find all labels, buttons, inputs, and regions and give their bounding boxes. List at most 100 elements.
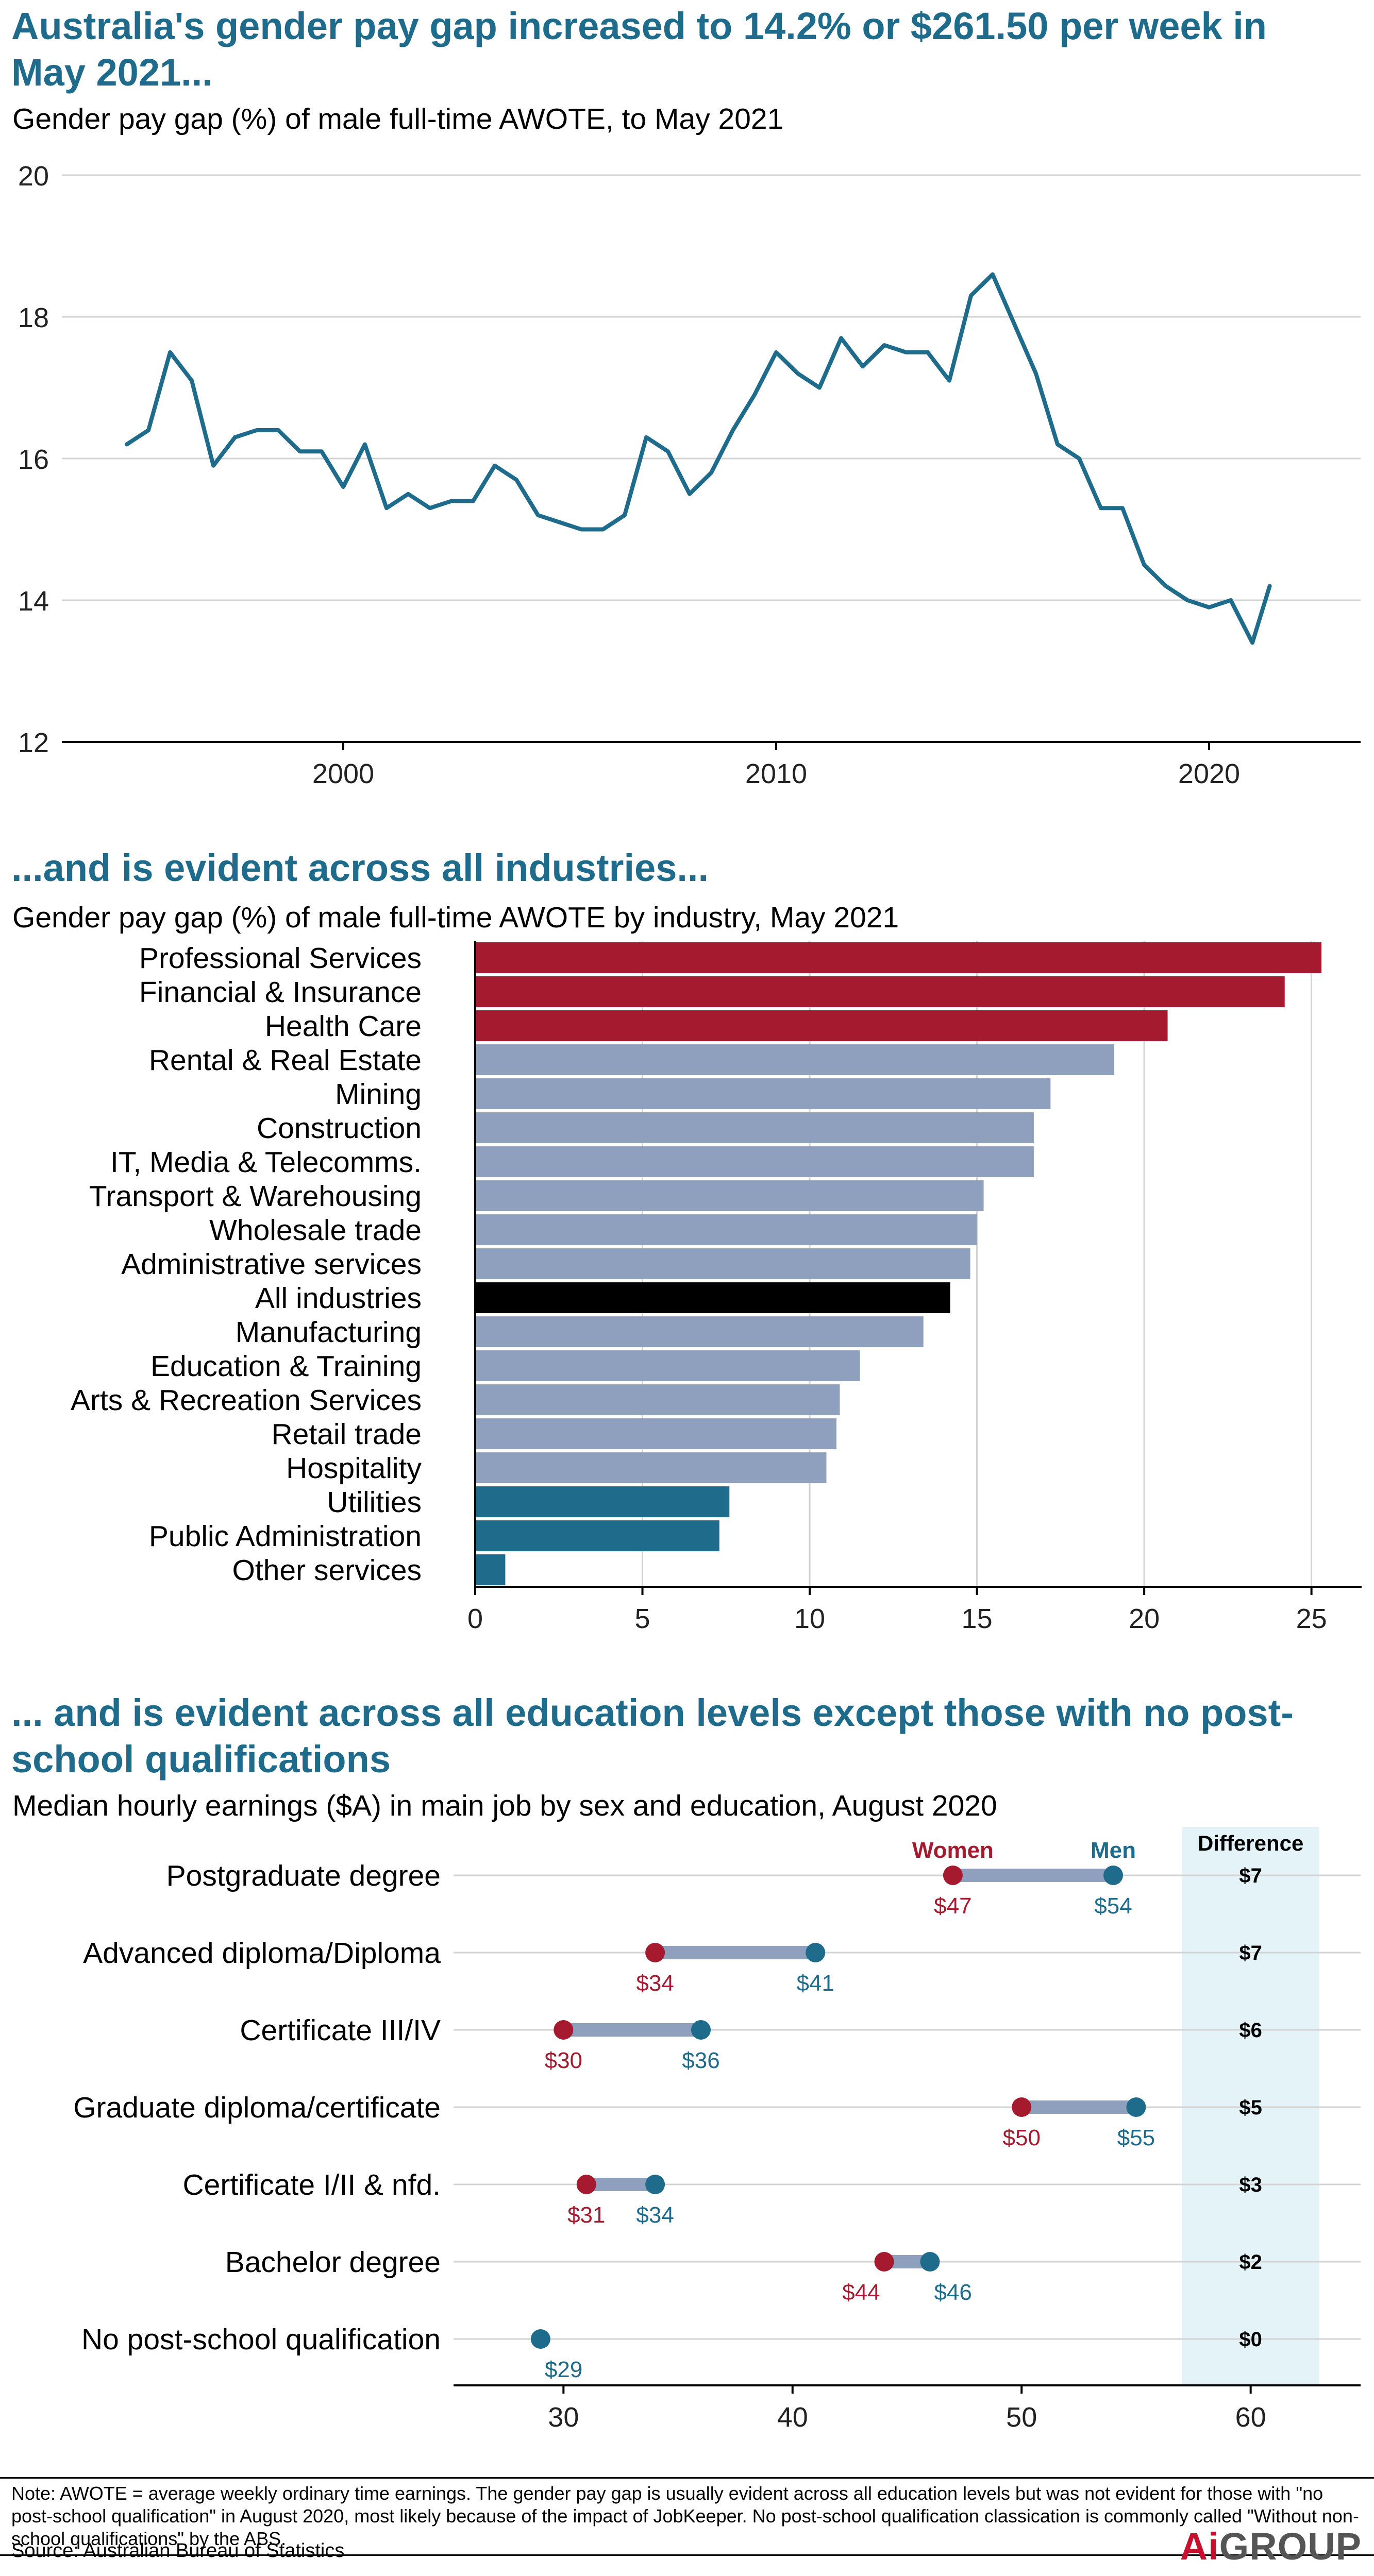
industry-bar xyxy=(475,1146,1034,1177)
industry-label: Public Administration xyxy=(149,1520,422,1553)
industry-label: Utilities xyxy=(327,1486,422,1519)
men-dot xyxy=(691,2020,711,2040)
women-value-label: $44 xyxy=(842,2280,880,2305)
men-dot xyxy=(530,2329,550,2349)
difference-value: $6 xyxy=(1239,2019,1262,2042)
men-dot xyxy=(1103,1866,1123,1885)
x-tick-label: 60 xyxy=(1235,2402,1266,2433)
industry-bar xyxy=(475,1044,1114,1075)
industry-label: Mining xyxy=(335,1078,422,1111)
logo-group-text: GROUP xyxy=(1219,2525,1362,2568)
industry-bar xyxy=(475,1112,1034,1143)
men-value-label: $36 xyxy=(682,2048,719,2073)
difference-header: Difference xyxy=(1198,1831,1303,1855)
x-tick-label: 2010 xyxy=(745,758,807,788)
x-tick-label: 15 xyxy=(962,1603,993,1634)
women-dot xyxy=(645,1943,665,1962)
industry-bar xyxy=(475,1520,719,1551)
x-tick-label: 50 xyxy=(1006,2402,1037,2433)
difference-value: $0 xyxy=(1239,2328,1262,2351)
line-chart-subtitle: Gender pay gap (%) of male full-time AWO… xyxy=(12,103,784,135)
industry-label: Professional Services xyxy=(139,942,422,975)
bar-chart-subtitle: Gender pay gap (%) of male full-time AWO… xyxy=(12,901,899,934)
women-value-label: $47 xyxy=(934,1893,971,1919)
men-dot xyxy=(920,2252,940,2272)
aigroup-logo: AiGROUP xyxy=(1180,2524,1362,2568)
industry-label: Retail trade xyxy=(272,1418,422,1451)
industry-label: Health Care xyxy=(265,1010,422,1043)
women-value-label: $50 xyxy=(1003,2125,1041,2150)
dumbbell-chart-title: ... and is evident across all education … xyxy=(11,1691,1294,1781)
industry-bar xyxy=(475,1452,827,1483)
y-tick-label: 14 xyxy=(18,586,49,617)
women-dot xyxy=(554,2020,574,2040)
men-dot xyxy=(806,1943,826,1962)
y-tick-label: 12 xyxy=(18,727,49,758)
industry-label: Rental & Real Estate xyxy=(149,1044,422,1077)
difference-value: $2 xyxy=(1239,2251,1262,2274)
pay-gap-series-line xyxy=(125,272,1272,645)
difference-value: $7 xyxy=(1239,1942,1262,1964)
footer-note: Note: AWOTE = average weekly ordinary ti… xyxy=(11,2483,1359,2549)
footer-divider-bottom xyxy=(0,2554,1374,2556)
industry-bar xyxy=(475,942,1322,973)
x-tick-label: 10 xyxy=(794,1603,825,1634)
industry-bar xyxy=(475,1214,977,1245)
education-label: No post-school qualification xyxy=(81,2323,441,2356)
industry-bar xyxy=(475,1078,1051,1109)
women-dot xyxy=(1012,2097,1032,2117)
x-tick-label: 5 xyxy=(635,1603,650,1634)
women-dot xyxy=(874,2252,894,2272)
x-tick-label: 20 xyxy=(1129,1603,1160,1634)
line-chart: 12 14 16 18 20 2000 2010 2020 xyxy=(18,161,1361,788)
x-tick-label: 25 xyxy=(1296,1603,1327,1634)
education-label: Bachelor degree xyxy=(225,2246,441,2279)
industry-label: All industries xyxy=(255,1282,422,1315)
industry-label: Administrative services xyxy=(121,1248,422,1281)
industry-bar xyxy=(475,1180,984,1211)
footer-source: Source: Australian Bureau of Statistics xyxy=(11,2540,345,2562)
men-value-label: $46 xyxy=(934,2280,971,2305)
industry-bar xyxy=(475,1282,950,1313)
industry-bar xyxy=(475,1418,836,1449)
industry-bar xyxy=(475,1384,840,1415)
x-tick-label: 2000 xyxy=(312,758,374,788)
x-tick-label: 2020 xyxy=(1178,758,1240,788)
men-value-label: $29 xyxy=(545,2357,582,2382)
men-value-label: $41 xyxy=(797,1971,834,1996)
industry-label: Transport & Warehousing xyxy=(89,1180,422,1213)
industry-label: Hospitality xyxy=(286,1452,422,1485)
industry-bar xyxy=(475,1316,924,1347)
women-value-label: $30 xyxy=(545,2048,582,2073)
education-label: Certificate I/II & nfd. xyxy=(182,2168,441,2201)
footer-divider xyxy=(0,2477,1374,2479)
women-dot xyxy=(576,2175,596,2194)
men-dot xyxy=(645,2175,665,2194)
industry-bar xyxy=(475,1486,730,1517)
industry-label: Wholesale trade xyxy=(209,1214,422,1247)
dumbbell-chart: Difference Postgraduate degree $47 $54 $7 Adv… xyxy=(73,1827,1361,2433)
industry-label: Manufacturing xyxy=(236,1316,422,1349)
industry-bar xyxy=(475,1248,970,1279)
industry-bar xyxy=(475,976,1285,1007)
industry-bar xyxy=(475,1010,1168,1041)
education-label: Postgraduate degree xyxy=(166,1859,441,1892)
education-label: Graduate diploma/certificate xyxy=(73,2091,441,2124)
industry-label: Construction xyxy=(257,1112,422,1145)
x-tick-label: 40 xyxy=(777,2402,808,2433)
difference-value: $3 xyxy=(1239,2174,1262,2196)
difference-column-bg xyxy=(1182,1827,1319,2385)
women-dot xyxy=(943,1866,963,1885)
legend-women: Women xyxy=(912,1838,994,1863)
industry-label: Arts & Recreation Services xyxy=(71,1384,422,1417)
y-tick-label: 18 xyxy=(18,302,49,333)
y-tick-label: 20 xyxy=(18,161,49,192)
women-value-label: $31 xyxy=(567,2202,605,2228)
y-tick-label: 16 xyxy=(18,444,49,475)
industry-label: Education & Training xyxy=(150,1350,422,1383)
industry-label: Other services xyxy=(232,1554,422,1587)
industry-bar xyxy=(475,1554,506,1585)
dumbbell-chart-subtitle: Median hourly earnings ($A) in main job … xyxy=(12,1789,997,1822)
education-label: Certificate III/IV xyxy=(240,2014,441,2047)
x-tick-label: 0 xyxy=(467,1603,483,1634)
